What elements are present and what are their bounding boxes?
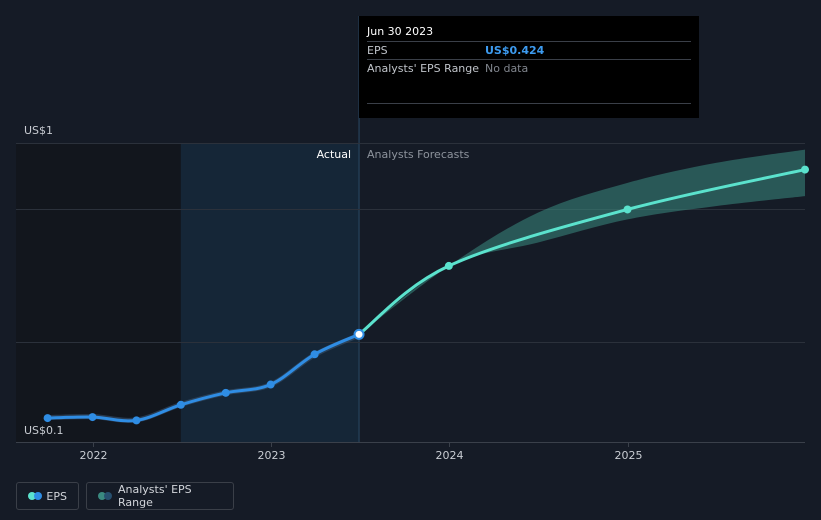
legend-eps-dot-a bbox=[28, 492, 36, 500]
y-axis-label-top: US$1 bbox=[24, 124, 53, 137]
tooltip-eps-row: EPS US$0.424 bbox=[367, 41, 691, 59]
series-layer bbox=[43, 149, 809, 425]
legend-range-label: Analysts' EPS Range bbox=[118, 483, 192, 509]
legend-range-dot-b bbox=[104, 492, 112, 500]
analyst-range-band bbox=[359, 149, 805, 335]
tooltip-divider bbox=[367, 103, 691, 104]
tooltip-range-value: No data bbox=[485, 62, 529, 75]
x-tick-label-2025: 2025 bbox=[615, 449, 643, 462]
x-tick-label-2022: 2022 bbox=[80, 449, 108, 462]
eps-point-2021-09-30 bbox=[43, 414, 52, 423]
eps-point-2023-03-31 bbox=[310, 350, 319, 359]
tooltip-eps-label: EPS bbox=[367, 44, 388, 57]
eps-point-2022-09-30 bbox=[221, 388, 230, 397]
eps-forecast-point-2025-12-31 bbox=[801, 165, 809, 174]
eps-point-2022-03-31 bbox=[132, 416, 141, 425]
eps-point-highlighted bbox=[353, 328, 365, 340]
tooltip-eps-value: US$0.424 bbox=[485, 44, 545, 57]
background-layer bbox=[16, 16, 360, 442]
legend-eps-swatch-icon bbox=[28, 492, 42, 500]
past-shade bbox=[16, 143, 181, 442]
eps-point-2022-12-31 bbox=[266, 380, 275, 389]
label-layer: 2022 2023 2024 2025 US$1 US$0.1 Actual Analysts… bbox=[24, 124, 643, 462]
eps-forecast-point-2023-12-31 bbox=[444, 261, 453, 270]
x-tick-label-2024: 2024 bbox=[436, 449, 464, 462]
eps-forecast-point-2024-12-31 bbox=[623, 205, 632, 214]
legend-eps-button[interactable]: EPS bbox=[16, 482, 79, 510]
legend-range-dot-a bbox=[98, 492, 106, 500]
forecast-label: Analysts Forecasts bbox=[367, 148, 470, 161]
legend-range-button[interactable]: Analysts' EPS Range bbox=[86, 482, 234, 510]
tooltip-date: Jun 30 2023 bbox=[367, 25, 434, 38]
tooltip-range-label: Analysts' EPS Range bbox=[367, 62, 480, 75]
actual-highlight bbox=[180, 143, 360, 442]
legend-eps-dot-b bbox=[34, 492, 42, 500]
tooltip-range-row: Analysts' EPS Range No data bbox=[367, 59, 691, 77]
eps-forecast-line bbox=[357, 168, 807, 336]
eps-point-2021-12-31 bbox=[88, 413, 97, 422]
legend-eps-label: EPS bbox=[46, 489, 67, 503]
y-axis-label-bottom: US$0.1 bbox=[24, 424, 64, 437]
actual-label: Actual bbox=[317, 148, 351, 161]
x-tick-label-2023: 2023 bbox=[258, 449, 286, 462]
tooltip-panel: Jun 30 2023 EPS US$0.424 Analysts' EPS R… bbox=[359, 16, 699, 118]
legend-range-swatch-icon bbox=[98, 492, 112, 500]
eps-point-2022-06-30 bbox=[176, 400, 185, 409]
